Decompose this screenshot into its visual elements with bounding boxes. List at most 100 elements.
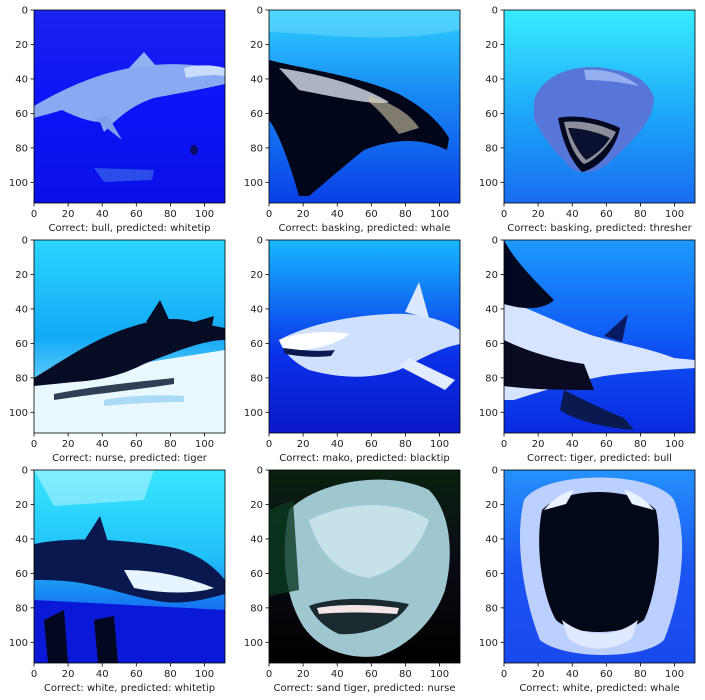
x-tick-label: 40 xyxy=(331,669,344,680)
x-tick-label: 80 xyxy=(164,439,177,450)
y-tick-label: 100 xyxy=(479,408,498,419)
panel-caption: Correct: basking, predicted: whale xyxy=(279,223,451,234)
x-tick-label: 60 xyxy=(365,209,378,220)
y-tick-label: 60 xyxy=(15,109,28,120)
y-tick-label: 40 xyxy=(15,74,28,85)
y-tick-label: 100 xyxy=(244,408,263,419)
y-tick-label: 60 xyxy=(485,339,498,350)
y-tick-label: 100 xyxy=(479,178,498,189)
shark-shape xyxy=(54,378,174,400)
x-tick-label: 60 xyxy=(600,209,613,220)
x-tick-label: 80 xyxy=(164,209,177,220)
shark-shape xyxy=(504,340,594,390)
shark-image xyxy=(269,240,460,433)
y-tick-label: 20 xyxy=(250,270,263,281)
shark-shape xyxy=(82,516,108,544)
shark-shape xyxy=(190,145,198,155)
shark-shape xyxy=(94,616,118,663)
panel-caption: Correct: white, predicted: whitetip xyxy=(44,683,215,694)
x-tick-label: 0 xyxy=(266,209,272,220)
shark-shape xyxy=(94,168,154,182)
y-tick-label: 0 xyxy=(257,6,263,17)
x-tick-label: 100 xyxy=(665,669,684,680)
shark-image xyxy=(504,10,695,203)
x-tick-label: 80 xyxy=(634,669,647,680)
panel-caption: Correct: mako, predicted: blacktip xyxy=(279,453,449,464)
axes-frame xyxy=(33,469,226,664)
y-tick-label: 0 xyxy=(492,466,498,477)
shark-shape xyxy=(34,64,225,132)
shark-shape xyxy=(269,500,299,596)
x-tick-label: 0 xyxy=(31,439,37,450)
x-tick-label: 40 xyxy=(566,439,579,450)
y-tick-label: 20 xyxy=(485,500,498,511)
shark-image xyxy=(504,240,695,433)
shark-shape xyxy=(34,319,225,386)
shark-shape xyxy=(504,240,554,309)
axes-frame xyxy=(268,239,461,434)
shark-shape xyxy=(539,492,659,632)
shark-shape xyxy=(194,316,214,336)
x-tick-label: 20 xyxy=(532,669,545,680)
shark-shape xyxy=(317,605,399,614)
shark-image xyxy=(269,10,460,203)
axes-frame xyxy=(503,9,696,204)
x-tick-label: 60 xyxy=(130,439,143,450)
y-tick-label: 40 xyxy=(250,534,263,545)
y-tick-label: 40 xyxy=(250,74,263,85)
shark-shape xyxy=(624,490,654,510)
y-tick-label: 60 xyxy=(250,339,263,350)
y-tick-label: 60 xyxy=(15,339,28,350)
x-tick-label: 80 xyxy=(634,439,647,450)
shark-shape xyxy=(34,470,154,506)
shark-shape xyxy=(584,69,639,86)
y-tick-label: 40 xyxy=(15,304,28,315)
x-tick-label: 40 xyxy=(331,209,344,220)
y-tick-label: 40 xyxy=(485,74,498,85)
x-tick-label: 60 xyxy=(600,669,613,680)
panel-caption: Correct: nurse, predicted: tiger xyxy=(52,453,208,464)
y-tick-label: 60 xyxy=(15,569,28,580)
x-tick-label: 0 xyxy=(501,439,507,450)
y-tick-label: 80 xyxy=(250,373,263,384)
x-tick-label: 60 xyxy=(365,439,378,450)
axes-frame xyxy=(503,239,696,434)
y-tick-label: 20 xyxy=(485,270,498,281)
x-tick-label: 60 xyxy=(365,669,378,680)
axes-frame xyxy=(503,469,696,664)
x-tick-label: 60 xyxy=(130,209,143,220)
axes-frame xyxy=(268,9,461,204)
shark-shape xyxy=(309,505,429,578)
shark-shape xyxy=(184,65,225,78)
y-tick-label: 80 xyxy=(15,143,28,154)
x-tick-label: 20 xyxy=(532,439,545,450)
shark-shape xyxy=(34,600,225,663)
x-tick-label: 20 xyxy=(62,669,75,680)
shark-shape xyxy=(562,620,638,649)
shark-shape xyxy=(34,350,225,433)
shark-shape xyxy=(369,96,419,134)
panel-caption: Correct: bull, predicted: whitetip xyxy=(48,223,210,234)
x-tick-label: 40 xyxy=(331,439,344,450)
shark-shape xyxy=(279,68,389,104)
x-tick-label: 80 xyxy=(399,209,412,220)
shark-image xyxy=(34,470,225,663)
y-tick-label: 60 xyxy=(250,109,263,120)
y-tick-label: 80 xyxy=(15,603,28,614)
shark-shape xyxy=(146,300,172,326)
y-tick-label: 40 xyxy=(15,534,28,545)
x-tick-label: 20 xyxy=(297,439,310,450)
shark-image xyxy=(504,470,695,663)
panel-caption: Correct: sand tiger, predicted: nurse xyxy=(273,683,455,694)
shark-shape xyxy=(604,314,628,342)
y-tick-label: 0 xyxy=(257,236,263,247)
shark-shape xyxy=(560,390,634,430)
y-tick-label: 0 xyxy=(257,466,263,477)
y-tick-label: 80 xyxy=(15,373,28,384)
x-tick-label: 60 xyxy=(600,439,613,450)
shark-shape xyxy=(94,116,122,140)
